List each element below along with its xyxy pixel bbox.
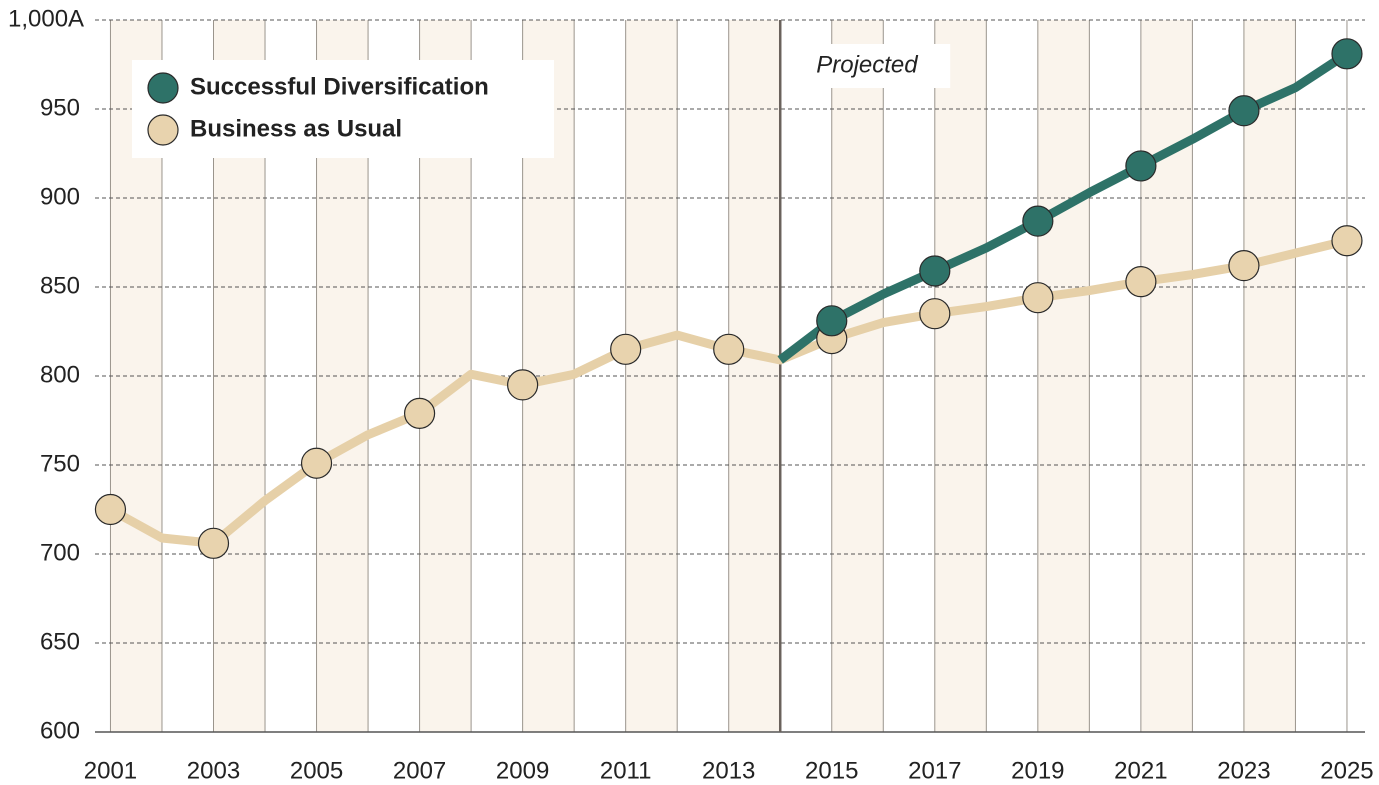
marker: [919, 298, 951, 330]
x-tick-label: 2015: [805, 757, 858, 784]
x-tick-label: 2009: [496, 757, 549, 784]
y-tick-label: 900: [40, 183, 80, 210]
marker: [197, 527, 230, 559]
x-tick-label: 2023: [1217, 757, 1270, 784]
legend-box: [132, 60, 554, 158]
marker: [1125, 266, 1157, 298]
marker: [1228, 250, 1260, 282]
y-tick-label: 800: [40, 361, 80, 388]
marker: [1022, 282, 1054, 314]
x-tick-label: 2003: [187, 757, 240, 784]
marker: [403, 397, 436, 429]
y-tick-label: 650: [40, 628, 80, 655]
x-tick-label: 2007: [393, 757, 446, 784]
x-tick-label: 2021: [1114, 757, 1167, 784]
marker: [300, 447, 333, 479]
x-tick-label: 2017: [908, 757, 961, 784]
y-tick-label: 1,000A: [8, 5, 84, 32]
y-tick-label: 600: [40, 717, 80, 744]
marker: [610, 333, 642, 365]
annotation: Projected: [816, 51, 918, 78]
x-tick-label: 2011: [600, 757, 652, 784]
marker: [1228, 95, 1260, 127]
marker: [1125, 150, 1157, 182]
y-tick-label: 850: [40, 272, 80, 299]
x-tick-label: 2001: [84, 757, 137, 784]
marker: [816, 305, 848, 337]
x-tick-label: 2013: [702, 757, 755, 784]
x-tick-label: 2005: [290, 757, 343, 784]
marker: [919, 255, 951, 287]
marker: [94, 493, 127, 526]
y-tick-label: 950: [40, 94, 80, 121]
annotation-bg: [808, 44, 951, 88]
marker: [507, 369, 539, 401]
legend-swatch: [147, 114, 179, 146]
y-tick-label: 750: [40, 450, 80, 477]
marker: [1331, 38, 1363, 70]
marker: [1331, 225, 1363, 257]
marker: [713, 333, 745, 365]
legend-label: Business as Usual: [190, 115, 402, 142]
legend-swatch: [147, 72, 179, 104]
x-tick-label: 2025: [1320, 757, 1373, 784]
y-tick-label: 700: [40, 539, 80, 566]
x-tick-label: 2019: [1011, 757, 1064, 784]
legend-label: Successful Diversification: [190, 73, 489, 100]
marker: [1022, 205, 1054, 237]
